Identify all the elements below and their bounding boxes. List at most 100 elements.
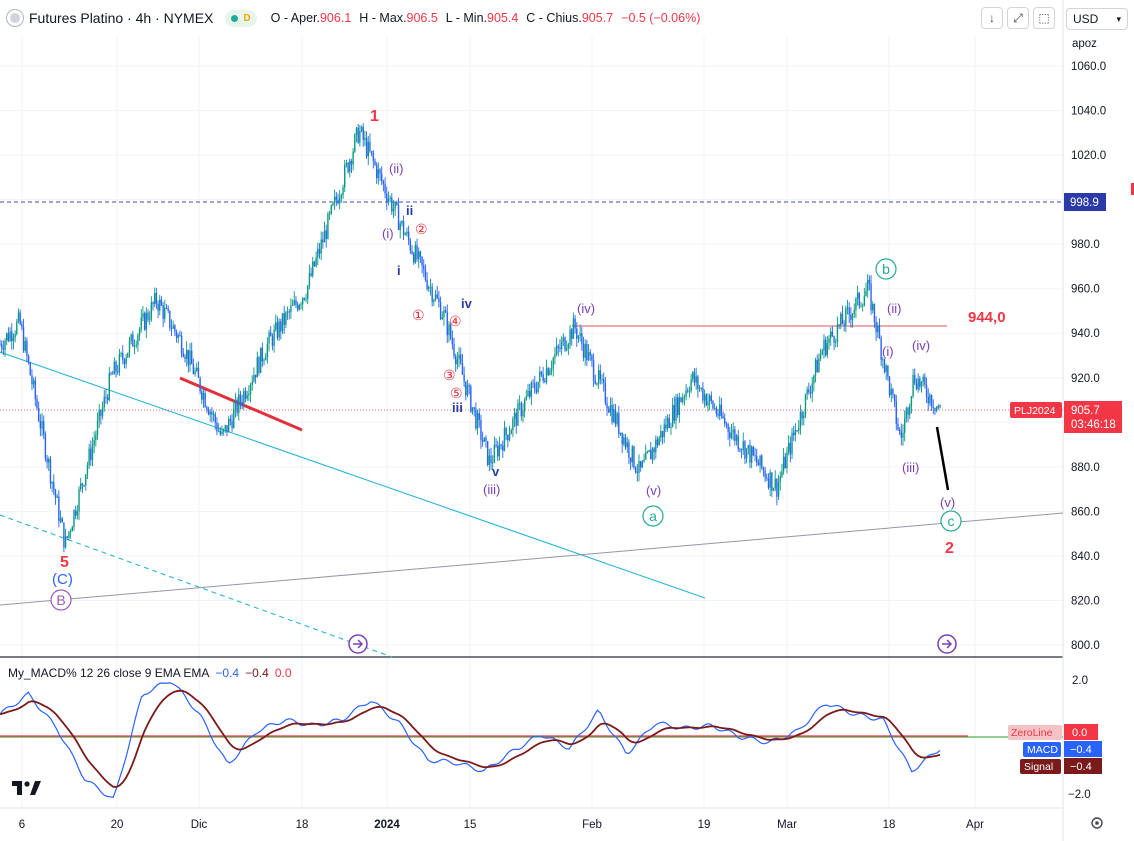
candle-body: [468, 385, 470, 387]
symbol-logo-icon[interactable]: [6, 9, 24, 27]
gray-support-trendline[interactable]: [0, 512, 1064, 606]
scale-mode-select[interactable]: apoz: [1072, 38, 1097, 50]
candle-body: [419, 251, 422, 257]
signal-tag: Signal −0.4: [1020, 758, 1102, 774]
candle-body: [542, 374, 544, 381]
candle-body: [719, 404, 721, 416]
ohlc-low: L - Min.905.4: [445, 11, 519, 25]
macd-tick-top: 2.0: [1072, 675, 1088, 687]
candle-body: [22, 327, 25, 351]
svg-text:ZeroLine: ZeroLine: [1011, 727, 1053, 739]
fullscreen-button[interactable]: ⤢: [1007, 7, 1029, 29]
candle-body: [774, 478, 776, 489]
wave-labels[interactable]: 1 5 (C) 2 944,0 (ii) (i) (iii) (iv) (v) …: [52, 108, 1006, 588]
wave-b-label: b: [882, 261, 890, 277]
candle-body: [767, 478, 770, 488]
macd-legend[interactable]: My_MACD% 12 26 close 9 EMA EMA −0.4 −0.4…: [8, 666, 292, 680]
candle-body: [349, 160, 351, 173]
candle-body: [650, 450, 652, 460]
candle-body: [66, 536, 68, 538]
candle-body: [7, 333, 10, 341]
minor-ii-label: ii: [406, 203, 413, 218]
candle-body: [135, 345, 137, 347]
jump-to-icon[interactable]: [348, 634, 368, 654]
candle-body: [110, 372, 112, 374]
candle-body: [530, 382, 533, 397]
price-scale[interactable]: 1060.0 1040.0 1020.0 980.0 960.0 940.0 920.0 88…: [1071, 61, 1106, 652]
snapshot-button[interactable]: ⬚: [1033, 7, 1055, 29]
candle-body: [399, 223, 401, 230]
wave-i-paren-label: (i): [382, 226, 394, 241]
candle-body: [932, 406, 934, 408]
candle-body: [498, 444, 501, 457]
time-tick-label: 18: [296, 819, 309, 831]
candle-body: [909, 406, 911, 415]
candle-body: [502, 445, 504, 451]
symbol-title[interactable]: Futures Platino · 4h · NYMEX: [29, 10, 214, 26]
candle-body: [434, 294, 437, 300]
wave-v-paren-label: (v): [646, 483, 661, 498]
cyan-trendline[interactable]: [0, 351, 706, 599]
candle-body: [539, 371, 541, 382]
price-tick-label: 940.0: [1071, 328, 1100, 340]
jump-to-icon-2[interactable]: [937, 634, 957, 654]
candle-body: [523, 399, 526, 411]
tradingview-logo[interactable]: [12, 781, 41, 795]
projection-line[interactable]: [935, 426, 950, 491]
candle-body: [513, 412, 516, 419]
candle-body: [730, 432, 733, 438]
zeroline-tag: ZeroLine 0.0: [1008, 724, 1098, 740]
candle-body: [448, 324, 450, 336]
signal-line[interactable]: [0, 689, 941, 789]
candle-body: [517, 403, 519, 426]
candle-body: [461, 362, 464, 375]
download-button[interactable]: ↓: [981, 7, 1003, 29]
candle-body: [300, 304, 302, 306]
time-axis[interactable]: 6 20 Dic 18 2024 15 Feb 19 Mar 18 Apr: [19, 819, 984, 831]
candlestick-series[interactable]: [0, 123, 941, 553]
candle-body: [322, 239, 324, 243]
time-tick-label: 19: [698, 819, 711, 831]
market-status-badge[interactable]: D: [225, 9, 257, 27]
price-tick-label: 1060.0: [1071, 61, 1106, 73]
candle-body: [113, 361, 116, 375]
candle-body: [140, 317, 142, 330]
candle-body: [814, 359, 817, 376]
settings-gear-icon[interactable]: [1091, 817, 1103, 829]
wave-letter-badges[interactable]: B a b c: [50, 258, 962, 611]
candle-body: [78, 489, 80, 512]
candle-body: [618, 413, 620, 435]
candle-body: [845, 308, 847, 326]
candle-body: [145, 312, 147, 330]
candle-body: [592, 360, 595, 381]
candle-body: [234, 399, 237, 410]
candle-body: [159, 299, 161, 311]
candle-body: [133, 345, 136, 347]
candle-body: [233, 409, 235, 428]
candle-body: [338, 197, 341, 204]
candle-body: [549, 370, 551, 375]
candle-body: [905, 408, 908, 419]
level-998-tag: 998.9: [1064, 193, 1106, 211]
candle-body: [658, 438, 660, 446]
cyan-dashed-trendline[interactable]: [0, 514, 393, 658]
candle-body: [41, 421, 43, 429]
candle-body: [836, 324, 839, 342]
candle-body: [177, 335, 179, 339]
currency-select[interactable]: USD ▾: [1066, 8, 1128, 30]
candle-body: [816, 359, 818, 373]
candle-body: [453, 344, 455, 357]
svg-text:PLJ2024: PLJ2024: [1014, 405, 1056, 417]
candle-body: [601, 379, 603, 380]
candle-body: [764, 470, 766, 478]
candle-body: [175, 331, 178, 339]
candle-body: [362, 126, 364, 140]
candle-body: [212, 414, 215, 415]
price-tick-label: 860.0: [1071, 506, 1100, 518]
candle-body: [449, 324, 452, 339]
candle-body: [934, 407, 936, 411]
candle-body: [490, 455, 492, 464]
candle-body: [887, 365, 889, 377]
wave-B-label: B: [56, 592, 65, 608]
